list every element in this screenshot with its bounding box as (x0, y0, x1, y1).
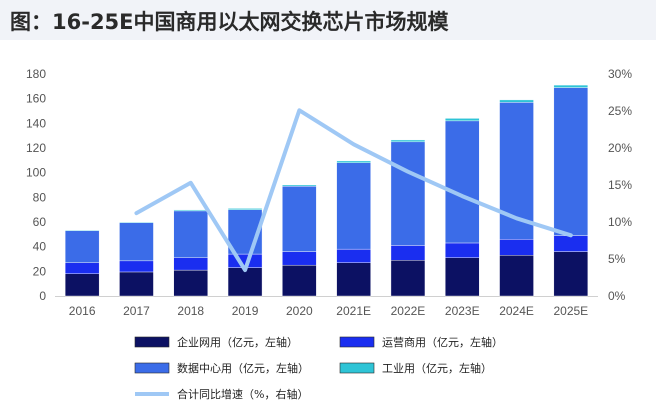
x-axis-tick-label: 2016 (69, 304, 96, 318)
left-axis-tick-label: 80 (33, 190, 47, 204)
left-axis-tick-label: 20 (33, 264, 47, 278)
right-axis-tick-label: 5% (608, 252, 626, 266)
bar-segment (336, 160, 371, 163)
bar-segment (553, 235, 589, 252)
bar-segment (445, 120, 480, 244)
left-axis-tick-label: 60 (33, 215, 47, 229)
bar-segment (390, 245, 426, 261)
bar-segment (390, 141, 426, 246)
legend-label: 运营商用（亿元，左轴） (382, 335, 503, 349)
bar-segment (553, 87, 589, 236)
legend-label: 数据中心用（亿元，左轴） (177, 361, 309, 375)
bar-segment (445, 242, 480, 258)
bar-segment (64, 262, 100, 274)
bar-segment (282, 251, 317, 266)
bar-segment (499, 239, 534, 256)
bar-segment (553, 84, 589, 88)
x-axis-tick-label: 2020 (286, 304, 313, 318)
x-axis-tick-label: 2021E (336, 304, 371, 318)
title-bar: 图：16-25E中国商用以太网交换芯片市场规模 (0, 0, 656, 40)
right-axis-tick-label: 30% (608, 67, 632, 81)
right-axis-tick-label: 25% (608, 104, 632, 118)
bar-segment (119, 221, 154, 223)
bar-segment (282, 184, 317, 187)
bar-segment (336, 262, 371, 297)
bar-segment (227, 267, 263, 297)
left-axis-tick-label: 140 (26, 116, 46, 130)
legend-label: 工业用（亿元，左轴） (382, 361, 492, 375)
bar-segment (119, 222, 154, 262)
bar-segment (390, 139, 426, 143)
left-axis-tick-label: 160 (26, 92, 46, 106)
bar-segment (173, 210, 208, 258)
bar-segment (227, 208, 263, 210)
left-axis-tick-label: 180 (26, 67, 46, 81)
x-axis-tick-label: 2019 (232, 304, 259, 318)
bar-segment (173, 257, 208, 271)
x-axis-tick-label: 2025E (553, 304, 588, 318)
left-axis-tick-label: 100 (26, 166, 46, 180)
growth-rate-line (134, 108, 573, 273)
x-axis-tick-label: 2024E (499, 304, 534, 318)
x-axis-tick-label: 2022E (391, 304, 426, 318)
legend-swatch (339, 362, 375, 374)
left-axis-tick-label: 0 (39, 289, 46, 303)
x-axis-tick-label: 2017 (123, 304, 150, 318)
bar-segment (499, 255, 534, 297)
bar-segment (445, 257, 480, 297)
x-axis-tick-label: 2018 (177, 304, 204, 318)
bar-segment (119, 260, 154, 273)
bar-segment (173, 209, 208, 212)
bar-segment (445, 118, 480, 122)
left-axis-tick-label: 120 (26, 141, 46, 155)
bar-segment (119, 271, 154, 297)
legend-swatch (339, 336, 375, 348)
bar-segment (64, 230, 100, 263)
chart-title: 图：16-25E中国商用以太网交换芯片市场规模 (10, 10, 449, 34)
right-axis-tick-label: 20% (608, 141, 632, 155)
right-axis-tick-label: 15% (608, 178, 632, 192)
chart-panel: 0 20 40 60 80 100 120 140 160 180 0% 5% 10% 15% 20% 25%… (0, 40, 656, 420)
legend-swatch (134, 336, 170, 348)
right-axis-tick-label: 10% (608, 215, 632, 229)
bar-segment (336, 162, 371, 250)
bar-segment (553, 251, 589, 297)
right-axis-tick-label: 0% (608, 289, 626, 303)
legend-label: 企业网用（亿元，左轴） (177, 335, 298, 349)
bar-segment (282, 186, 317, 252)
x-axis-tick-label: 2023E (445, 304, 480, 318)
legend-label: 合计同比增速（%，右轴） (177, 387, 308, 401)
bar-segment (282, 264, 317, 297)
left-axis-tick-label: 40 (33, 240, 47, 254)
bar-segment (64, 229, 100, 231)
bar-segment (499, 99, 534, 103)
bar-segment (390, 260, 426, 297)
stacked-bar-line-chart: 0 20 40 60 80 100 120 140 160 180 0% 5% 10% 15% 20% 25%… (26, 67, 632, 401)
bar-segment (173, 269, 208, 297)
legend-swatch (134, 362, 170, 374)
bar-segment (64, 273, 100, 297)
bar-segment (336, 248, 371, 263)
